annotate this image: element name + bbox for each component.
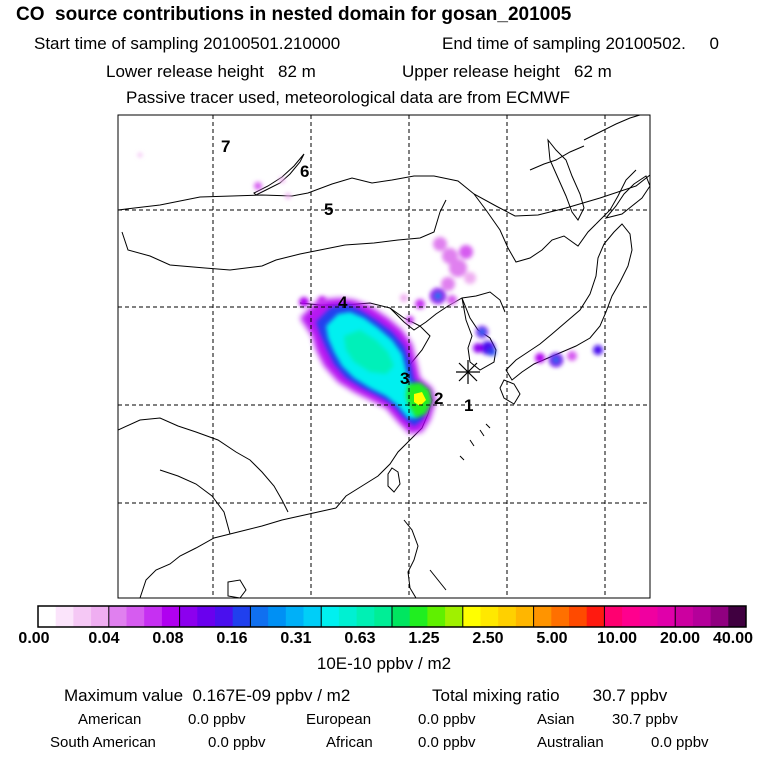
plume-manchuria <box>415 237 476 309</box>
colorbar-swatch <box>232 606 251 627</box>
colorbar-tick-label: 20.00 <box>659 630 701 647</box>
concentration-plume <box>138 153 603 434</box>
colorbar-swatch <box>250 606 269 627</box>
colorbar-frame <box>37 605 747 628</box>
plume-korea <box>473 326 496 356</box>
colorbar-swatch <box>586 606 605 627</box>
region-label: 4 <box>338 293 348 312</box>
colorbar-swatch <box>515 606 535 627</box>
colorbar-swatch <box>268 606 287 627</box>
region-name-american: American <box>78 711 142 728</box>
colorbar <box>37 605 747 628</box>
colorbar-swatch <box>445 606 464 627</box>
colorbar-swatch <box>197 606 216 627</box>
colorbar-swatch <box>91 606 110 627</box>
colorbar-swatch <box>622 606 641 627</box>
colorbar-swatch <box>38 606 57 627</box>
colorbar-tick-label: 0.63 <box>344 630 376 647</box>
region-label: 2 <box>434 389 443 408</box>
colorbar-swatch <box>728 606 747 627</box>
colorbar-units: 10E-10 ppbv / m2 <box>316 654 452 673</box>
colorbar-tick-label: 0.00 <box>18 630 50 647</box>
region-name-south-american: South American <box>50 734 156 751</box>
colorbar-tick-label: 0.16 <box>216 630 248 647</box>
plume-green-core <box>344 330 394 374</box>
colorbar-swatch <box>73 606 92 627</box>
colorbar-swatch <box>480 606 499 627</box>
colorbar-swatch <box>392 606 411 627</box>
colorbar-tick-label: 0.04 <box>88 630 120 647</box>
colorbar-swatch <box>692 606 712 627</box>
region-label: 5 <box>324 200 333 219</box>
colorbar-swatch <box>409 606 428 627</box>
region-value-asian: 30.7 ppbv <box>612 711 678 728</box>
region-value-american: 0.0 ppbv <box>188 711 246 728</box>
page-title: CO source contributions in nested domain… <box>16 4 572 25</box>
colorbar-swatch <box>179 606 198 627</box>
lower-release-height: Lower release height 82 m <box>106 62 316 81</box>
colorbar-swatch <box>215 606 234 627</box>
map-frame <box>117 114 651 599</box>
colorbar-swatch <box>55 606 74 627</box>
end-time: End time of sampling 20100502. 0 <box>442 34 719 53</box>
colorbar-swatch <box>144 606 163 627</box>
region-label: 7 <box>221 137 230 156</box>
colorbar-swatch <box>303 606 322 627</box>
plume-japan <box>535 345 603 367</box>
region-name-asian: Asian <box>537 711 575 728</box>
maximum-value: Maximum value 0.167E-09 ppbv / m2 <box>64 686 351 705</box>
region-name-australian: Australian <box>537 734 604 751</box>
graticule <box>118 115 650 598</box>
colorbar-swatch <box>657 606 676 627</box>
colorbar-swatch <box>533 606 552 627</box>
region-label: 6 <box>300 162 309 181</box>
colorbar-tick-label: 0.31 <box>280 630 312 647</box>
colorbar-swatch <box>675 606 694 627</box>
colorbar-tick-label: 1.25 <box>408 630 440 647</box>
colorbar-swatch <box>356 606 375 627</box>
colorbar-swatch <box>108 606 127 627</box>
region-name-african: African <box>326 734 373 751</box>
colorbar-swatch <box>569 606 588 627</box>
plume-scatter <box>138 153 414 324</box>
colorbar-swatch <box>374 606 393 627</box>
colorbar-tick-label: 5.00 <box>536 630 568 647</box>
colorbar-swatch <box>427 606 446 627</box>
colorbar-swatch <box>551 606 570 627</box>
colorbar-swatch <box>639 606 658 627</box>
region-label: 1 <box>464 396 473 415</box>
map-area: 1 2 3 4 5 6 7 <box>118 115 650 598</box>
colorbar-swatch <box>462 606 481 627</box>
tracer-note: Passive tracer used, meteorological data… <box>126 88 571 107</box>
colorbar-swatch <box>604 606 623 627</box>
region-value-australian: 0.0 ppbv <box>651 734 709 751</box>
coastlines <box>118 115 650 598</box>
colorbar-swatch <box>161 606 181 627</box>
colorbar-tick-label: 0.08 <box>152 630 184 647</box>
start-time: Start time of sampling 20100501.210000 <box>34 34 341 53</box>
colorbar-swatch <box>285 606 304 627</box>
region-value-european: 0.0 ppbv <box>418 711 476 728</box>
total-mixing-ratio: Total mixing ratio 30.7 ppbv <box>432 686 668 705</box>
region-value-african: 0.0 ppbv <box>418 734 476 751</box>
plume-yellow-spot <box>414 392 426 406</box>
region-name-european: European <box>306 711 372 728</box>
colorbar-swatch <box>498 606 517 627</box>
region-value-south-american: 0.0 ppbv <box>208 734 266 751</box>
colorbar-tick-label: 10.00 <box>596 630 638 647</box>
colorbar-swatch <box>321 606 340 627</box>
region-label: 3 <box>400 369 409 388</box>
colorbar-tick-label: 2.50 <box>472 630 504 647</box>
upper-release-height: Upper release height 62 m <box>402 62 612 81</box>
colorbar-swatch <box>710 606 729 627</box>
colorbar-swatch <box>126 606 145 627</box>
colorbar-tick-label: 40.00 <box>712 630 754 647</box>
colorbar-swatch <box>338 606 358 627</box>
region-labels: 1 2 3 4 5 6 7 <box>221 137 473 415</box>
receptor-star-icon <box>456 360 480 384</box>
